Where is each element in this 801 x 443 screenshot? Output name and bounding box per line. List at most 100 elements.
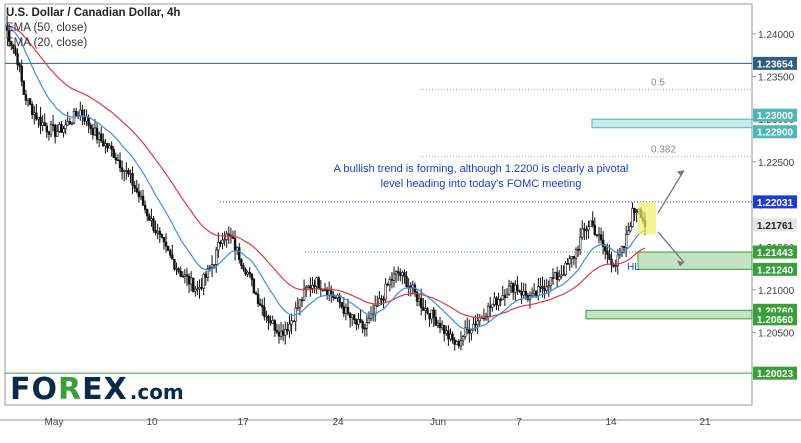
candle-body bbox=[463, 327, 467, 337]
candle-body bbox=[74, 110, 78, 116]
fib-label-0: 0.5 bbox=[651, 77, 665, 88]
candle-body bbox=[89, 124, 92, 129]
candle-body bbox=[97, 133, 101, 140]
candle-body bbox=[486, 305, 490, 317]
candle-body bbox=[363, 327, 366, 330]
candle-body bbox=[503, 295, 507, 298]
candle-body bbox=[568, 258, 571, 265]
candle-body bbox=[392, 273, 396, 281]
candle-body bbox=[555, 272, 559, 280]
candle-body bbox=[179, 270, 182, 277]
candle-body bbox=[386, 283, 389, 286]
candle-body bbox=[382, 298, 385, 301]
candle-body bbox=[334, 297, 337, 299]
arrow-down bbox=[657, 231, 685, 263]
candle-body bbox=[558, 276, 561, 280]
candle-body bbox=[560, 274, 563, 277]
candle-body bbox=[595, 234, 599, 236]
candle-body bbox=[447, 330, 450, 340]
candle-body bbox=[597, 234, 601, 237]
candle-body bbox=[160, 234, 164, 238]
candle-body bbox=[614, 265, 617, 267]
candle-body bbox=[212, 264, 216, 266]
candle-body bbox=[156, 230, 159, 234]
ema-50-line bbox=[4, 24, 646, 319]
candle-body bbox=[281, 330, 285, 336]
candle-body bbox=[141, 195, 145, 206]
zone-0 bbox=[591, 118, 753, 129]
candle-body bbox=[612, 264, 615, 267]
candle-body bbox=[33, 112, 36, 115]
candle-body bbox=[430, 309, 433, 320]
candle-body bbox=[246, 272, 249, 275]
candle-body bbox=[627, 230, 630, 235]
candle-body bbox=[357, 319, 360, 325]
candle-body bbox=[248, 272, 251, 275]
candle-body bbox=[162, 236, 166, 243]
candle-body bbox=[269, 320, 272, 324]
arrow-up-head bbox=[677, 170, 684, 177]
candle-body bbox=[102, 140, 105, 147]
x-tick-label: 17 bbox=[237, 417, 249, 428]
candle-body bbox=[453, 339, 456, 345]
candle-body bbox=[202, 274, 205, 289]
candle-body bbox=[79, 109, 82, 117]
candle-body bbox=[545, 286, 548, 291]
candle-body bbox=[476, 320, 479, 326]
price-tag-1 bbox=[753, 195, 797, 209]
candle-body bbox=[187, 276, 191, 285]
candle-body bbox=[233, 238, 237, 251]
candle-body bbox=[551, 277, 555, 279]
candle-body bbox=[420, 298, 423, 308]
candle-body bbox=[95, 127, 99, 140]
price-tag-label-2: 1.21761 bbox=[757, 221, 794, 232]
candle-body bbox=[553, 272, 557, 279]
candle-body bbox=[587, 226, 590, 231]
legend-ema20: EMA (20, close) bbox=[6, 37, 88, 49]
candle-body bbox=[200, 287, 203, 289]
candle-body bbox=[311, 284, 314, 289]
candle-body bbox=[28, 98, 32, 105]
candle-body bbox=[495, 297, 498, 306]
candle-body bbox=[509, 283, 513, 287]
x-tick-label: May bbox=[45, 417, 64, 428]
candle-body bbox=[451, 333, 454, 341]
candle-body bbox=[330, 290, 333, 296]
candle-body bbox=[12, 45, 15, 50]
candle-body bbox=[443, 324, 446, 334]
price-tag-label-1: 1.22031 bbox=[757, 198, 794, 209]
candle-body bbox=[49, 124, 53, 135]
candle-body bbox=[537, 286, 540, 296]
zone-tag-label-0: 1.23000 bbox=[757, 111, 794, 122]
candle-body bbox=[166, 245, 170, 251]
candle-body bbox=[30, 104, 34, 115]
candle-body bbox=[405, 276, 408, 287]
x-tick-label: 14 bbox=[605, 417, 617, 428]
y-tick-label: 1.21000 bbox=[758, 286, 795, 297]
candle-body bbox=[223, 239, 226, 241]
candle-body bbox=[491, 303, 494, 308]
candle-body bbox=[380, 298, 383, 300]
candle-body bbox=[137, 191, 141, 197]
price-tag-6 bbox=[753, 312, 797, 326]
candle-body bbox=[576, 249, 580, 251]
candle-body bbox=[566, 263, 569, 265]
price-tag-label-5: 1.20760 bbox=[757, 306, 794, 317]
candle-body bbox=[100, 133, 103, 142]
candle-body bbox=[41, 122, 44, 126]
candle-body bbox=[108, 145, 111, 149]
candle-body bbox=[37, 116, 40, 120]
candle-body bbox=[173, 259, 176, 270]
candle-body bbox=[365, 322, 369, 329]
candle-body bbox=[578, 236, 582, 250]
candle-body bbox=[181, 275, 184, 278]
candle-body bbox=[321, 288, 325, 291]
candle-body bbox=[388, 279, 392, 286]
candle-body bbox=[622, 246, 626, 249]
candle-body bbox=[501, 295, 504, 300]
candle-body bbox=[143, 204, 147, 210]
zone-1 bbox=[637, 251, 753, 270]
candle-body bbox=[290, 320, 293, 325]
candle-body bbox=[514, 284, 517, 293]
